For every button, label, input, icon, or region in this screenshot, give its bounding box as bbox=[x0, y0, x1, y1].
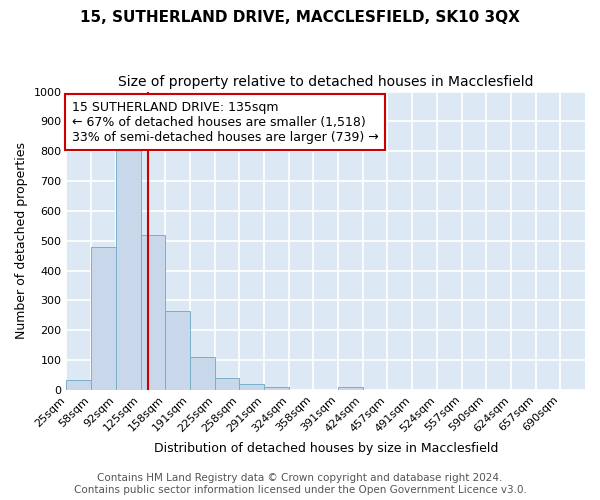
Text: 15 SUTHERLAND DRIVE: 135sqm
← 67% of detached houses are smaller (1,518)
33% of : 15 SUTHERLAND DRIVE: 135sqm ← 67% of det… bbox=[71, 100, 379, 144]
Bar bbox=[116, 145, 140, 390]
Title: Size of property relative to detached houses in Macclesfield: Size of property relative to detached ho… bbox=[118, 75, 533, 89]
Text: Contains HM Land Registry data © Crown copyright and database right 2024.
Contai: Contains HM Land Registry data © Crown c… bbox=[74, 474, 526, 495]
Bar bbox=[215, 378, 239, 390]
Bar bbox=[165, 312, 190, 390]
Bar bbox=[91, 248, 116, 390]
Bar bbox=[239, 384, 264, 390]
Y-axis label: Number of detached properties: Number of detached properties bbox=[15, 142, 28, 339]
Bar bbox=[338, 387, 363, 390]
Bar bbox=[190, 357, 215, 390]
Bar bbox=[140, 236, 165, 390]
Text: 15, SUTHERLAND DRIVE, MACCLESFIELD, SK10 3QX: 15, SUTHERLAND DRIVE, MACCLESFIELD, SK10… bbox=[80, 10, 520, 25]
Bar bbox=[264, 387, 289, 390]
X-axis label: Distribution of detached houses by size in Macclesfield: Distribution of detached houses by size … bbox=[154, 442, 498, 455]
Bar bbox=[67, 380, 91, 390]
